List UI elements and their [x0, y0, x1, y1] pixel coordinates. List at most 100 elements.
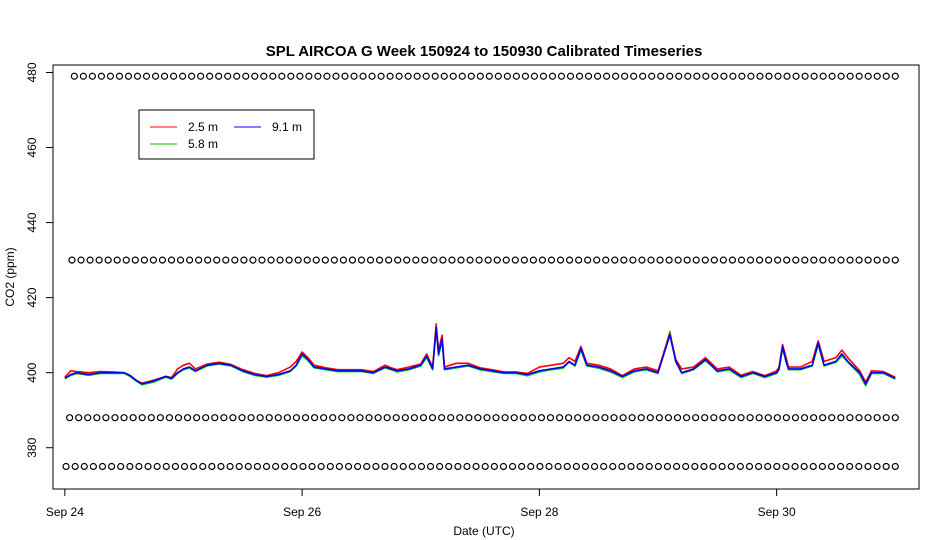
flag-marker-point — [882, 414, 890, 422]
flag-marker-point — [682, 414, 691, 422]
flag-marker-point — [89, 462, 97, 471]
flag-marker-point — [238, 414, 246, 422]
series-line-9-1-m — [64, 326, 896, 385]
legend: 2.5 m 5.8 m 9.1 m — [138, 109, 315, 160]
flag-marker-point — [891, 72, 899, 80]
flag-marker-point — [611, 256, 619, 264]
flag-marker-point — [449, 72, 457, 80]
flag-marker-point — [609, 462, 617, 471]
flag-marker-point — [539, 72, 548, 80]
flag-marker-point — [244, 462, 252, 471]
flag-marker-point — [536, 462, 544, 471]
flag-marker-point — [344, 462, 353, 471]
flag-marker-point — [131, 256, 139, 264]
flag-marker-point — [537, 414, 546, 422]
flag-marker-point — [70, 72, 78, 80]
flag-marker-point — [791, 414, 800, 422]
flag-marker-point — [546, 414, 555, 422]
flag-marker-point — [419, 414, 428, 422]
flag-marker-point — [629, 256, 637, 264]
x-tick-label: Sep 30 — [758, 505, 796, 519]
flag-marker-point — [510, 414, 518, 422]
flag-marker-point — [864, 72, 872, 80]
flag-marker-point — [618, 462, 626, 471]
flag-marker-point — [394, 256, 402, 264]
flag-marker-point — [620, 256, 628, 264]
flag-marker-point — [390, 462, 398, 471]
flag-marker-point — [465, 414, 473, 422]
flag-marker-point — [165, 414, 174, 422]
flag-marker-point — [408, 462, 416, 471]
flag-marker-point — [365, 414, 373, 422]
flag-marker-point — [693, 72, 701, 80]
flag-marker-point — [474, 414, 482, 422]
flag-marker-point — [195, 256, 203, 264]
flag-marker-point — [292, 414, 301, 422]
y-tick-label: 440 — [25, 212, 39, 232]
flag-marker-point — [356, 414, 364, 422]
flag-marker-point — [700, 462, 708, 471]
flag-marker-point — [111, 414, 119, 422]
flag-marker-point — [403, 256, 411, 264]
flag-marker-point — [80, 462, 88, 471]
x-tick-label: Sep 28 — [520, 505, 558, 519]
flag-marker-point — [253, 462, 262, 471]
flag-marker-point — [258, 256, 266, 264]
flag-marker-point — [467, 72, 475, 80]
flag-marker-point — [240, 256, 248, 264]
flag-marker-point — [746, 256, 755, 264]
flag-marker-point — [183, 414, 192, 422]
flag-marker-point — [818, 462, 826, 471]
flag-marker-point — [260, 72, 268, 80]
flag-marker-point — [276, 256, 284, 264]
flag-marker-point — [190, 462, 198, 471]
flag-marker-point — [728, 414, 736, 422]
flag-marker-point — [208, 462, 216, 471]
flag-marker-point — [412, 256, 420, 264]
flag-marker-point — [174, 414, 183, 422]
flag-marker-point — [430, 256, 438, 264]
flag-marker-point — [439, 256, 447, 264]
flag-marker-point — [765, 256, 773, 264]
flag-marker-point — [728, 256, 737, 264]
flag-marker-point — [156, 414, 164, 422]
flag-marker-point — [320, 414, 328, 422]
flag-marker-point — [93, 414, 101, 422]
flag-marker-point — [436, 462, 444, 471]
flag-marker-point — [267, 256, 275, 264]
flag-marker-point — [167, 256, 176, 264]
flag-marker-point — [555, 414, 564, 422]
flag-marker-point — [296, 72, 304, 80]
flag-marker-point — [864, 462, 872, 471]
flag-marker-point — [494, 72, 502, 80]
flag-marker-point — [882, 72, 890, 80]
flag-marker-point — [299, 462, 307, 471]
flag-marker-point — [197, 72, 205, 80]
flag-marker-point — [719, 414, 727, 422]
flag-marker-point — [855, 462, 863, 471]
flag-marker-point — [138, 414, 146, 422]
flag-marker-point — [718, 462, 726, 471]
flag-marker-point — [654, 462, 662, 471]
flag-marker-point — [399, 462, 407, 471]
flag-marker-point — [672, 462, 681, 471]
flag-marker-point — [68, 256, 76, 264]
flag-marker-point — [666, 72, 674, 80]
flag-marker-point — [149, 256, 158, 264]
flag-marker-point — [215, 72, 223, 80]
flag-marker-point — [97, 72, 106, 80]
flag-marker-point — [329, 414, 337, 422]
flag-marker-point — [828, 72, 836, 80]
flag-marker-point — [774, 256, 782, 264]
flag-marker-point — [765, 72, 773, 80]
flag-marker-point — [882, 462, 890, 471]
flag-marker-point — [737, 256, 746, 264]
flag-marker-point — [612, 72, 620, 80]
flag-marker-point — [819, 414, 827, 422]
flag-marker-point — [692, 256, 700, 264]
flag-marker-point — [846, 256, 854, 264]
flag-marker-point — [348, 256, 357, 264]
flag-marker-point — [548, 72, 557, 80]
flag-marker-point — [377, 72, 385, 80]
